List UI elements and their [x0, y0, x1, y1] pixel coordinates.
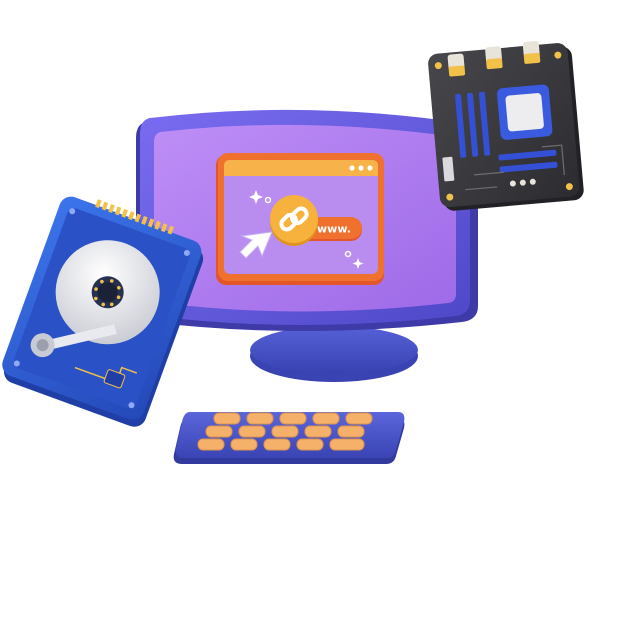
browser-titlebar	[224, 160, 378, 176]
hard-disk-drive-icon	[2, 196, 204, 427]
hdd-actuator-arm	[46, 324, 117, 350]
motherboard-cpu	[505, 93, 544, 132]
hdd-connector	[95, 199, 174, 235]
browser-window-icon: www.	[216, 153, 384, 285]
url-pill-text: www.	[317, 223, 351, 236]
motherboard-pcie-slots	[498, 149, 558, 173]
motherboard-icon	[428, 40, 584, 211]
window-dot-1	[349, 165, 355, 171]
motherboard-ram-slots	[455, 91, 491, 158]
motherboard-capacitors	[447, 40, 541, 77]
keyboard-icon	[173, 412, 405, 464]
keyboard-keys	[197, 412, 373, 451]
window-dot-3	[367, 165, 373, 171]
window-dot-2	[358, 165, 364, 171]
chain-link-icon	[270, 195, 318, 246]
mouse-cursor-icon	[239, 231, 273, 259]
sparkle-icon	[249, 190, 364, 269]
